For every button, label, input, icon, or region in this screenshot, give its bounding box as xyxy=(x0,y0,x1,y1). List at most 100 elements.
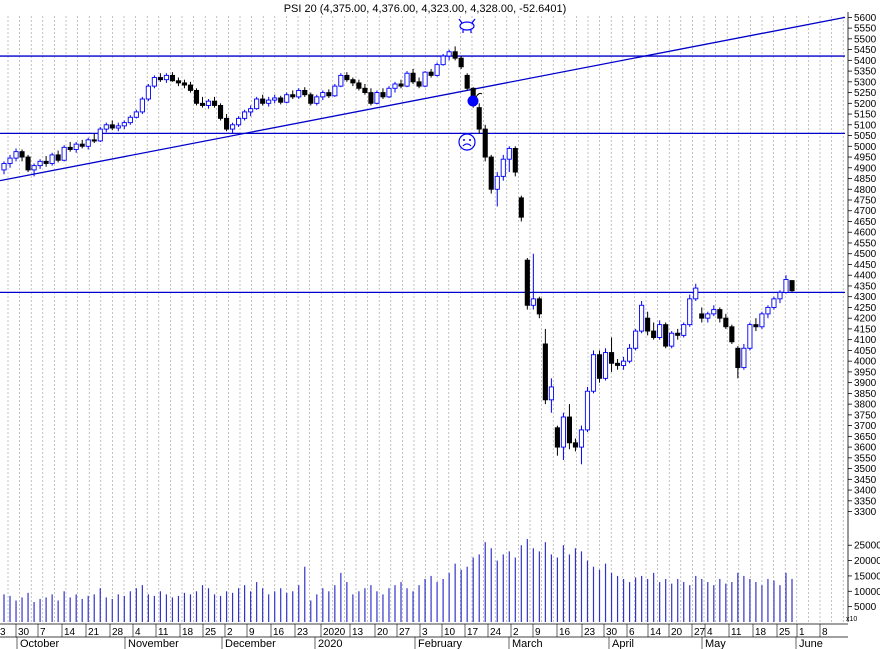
day-label: 9 xyxy=(249,627,255,638)
candle-body xyxy=(524,259,530,306)
candle-body xyxy=(386,87,392,98)
volume-tick-label: 20000 xyxy=(854,556,880,567)
day-label: 20 xyxy=(377,627,389,638)
candle-body xyxy=(338,74,344,87)
price-tick-label: 4750 xyxy=(854,196,877,207)
price-tick-label: 3950 xyxy=(854,367,877,378)
candle-body xyxy=(368,92,374,104)
candle-body xyxy=(85,139,91,147)
candle-body xyxy=(615,362,621,366)
candle-body xyxy=(675,332,681,336)
chart-title: PSI 20 (4,375.00, 4,376.00, 4,323.00, 4,… xyxy=(284,3,567,15)
candle-body xyxy=(296,89,302,98)
candle-body xyxy=(566,416,572,444)
day-label: 4 xyxy=(135,627,141,638)
candle-body xyxy=(518,197,524,218)
candle-body xyxy=(771,298,777,308)
price-tick-label: 5400 xyxy=(854,56,877,67)
price-tick-label: 3300 xyxy=(854,507,877,518)
price-tick-label: 4850 xyxy=(854,174,877,185)
bomb-icon xyxy=(467,92,483,107)
candle-body xyxy=(248,108,254,113)
day-label: 25 xyxy=(779,627,791,638)
price-tick-label: 4650 xyxy=(854,217,877,228)
price-tick-label: 4000 xyxy=(854,357,877,368)
volume-tick-label: 10000 xyxy=(854,587,880,598)
candle-body xyxy=(392,83,398,89)
candle-body xyxy=(91,139,97,142)
day-label: 16 xyxy=(273,627,285,638)
month-label: March xyxy=(512,638,543,649)
candle-body xyxy=(699,313,705,319)
candle-body xyxy=(512,147,518,173)
candle-body xyxy=(705,313,711,319)
trendline-group xyxy=(0,16,846,182)
day-label: 7 xyxy=(40,627,46,638)
candle-body xyxy=(380,92,386,98)
day-label: 2020 xyxy=(323,627,346,638)
candle-body xyxy=(494,175,500,190)
candle-body xyxy=(560,416,566,448)
price-tick-label: 3600 xyxy=(854,443,877,454)
day-label: 18 xyxy=(182,627,194,638)
price-tick-label: 4350 xyxy=(854,281,877,292)
price-tick-label: 5050 xyxy=(854,131,877,142)
candle-body xyxy=(633,330,639,349)
candle-body xyxy=(187,84,194,91)
day-label: 27 xyxy=(399,627,411,638)
candle-body xyxy=(428,71,434,76)
month-label: May xyxy=(705,638,726,649)
vertical-gridlines xyxy=(7,16,844,622)
day-label: 18 xyxy=(755,627,767,638)
candle-body xyxy=(476,107,482,130)
day-label: 9 xyxy=(535,627,541,638)
candle-body xyxy=(314,96,320,104)
date-axis: 3 30 7 14 21 28 4 11 18 25 2 9 16 23 2020 13 20 27 3 10 17 24… xyxy=(0,623,848,649)
bomb-fuse xyxy=(475,92,483,98)
candle-body xyxy=(572,442,579,448)
candle-body xyxy=(55,154,61,161)
candle-body xyxy=(109,124,115,129)
day-label: 24 xyxy=(490,627,502,638)
candle-body xyxy=(13,151,19,159)
month-label: 2020 xyxy=(318,638,342,649)
trendline xyxy=(0,16,846,182)
price-tick-label: 5000 xyxy=(854,142,877,153)
price-tick-label: 4950 xyxy=(854,153,877,164)
candle-body xyxy=(157,77,163,81)
day-label: 13 xyxy=(352,627,364,638)
day-label: 11 xyxy=(731,627,742,638)
candle-body xyxy=(145,85,151,100)
candle-body xyxy=(488,156,494,190)
price-tick-label: 3650 xyxy=(854,432,877,443)
month-label: October xyxy=(20,638,59,649)
candle-body xyxy=(31,165,37,171)
candle-body xyxy=(284,94,290,103)
candle-body xyxy=(49,154,55,164)
candle-body xyxy=(272,97,278,101)
candle-body xyxy=(602,352,609,379)
candle-body xyxy=(103,124,109,130)
candle-body xyxy=(67,146,73,150)
candle-body xyxy=(133,111,139,118)
candle-body xyxy=(651,330,657,338)
price-tick-label: 4900 xyxy=(854,163,877,174)
candle-body xyxy=(747,324,753,349)
candle-body xyxy=(416,81,422,87)
candle-body xyxy=(266,99,272,104)
candle-body xyxy=(290,94,296,98)
face-eye xyxy=(463,139,465,141)
day-label: 14 xyxy=(650,627,662,638)
price-tick-label: 4400 xyxy=(854,271,877,282)
candle-body xyxy=(398,83,404,87)
day-label: 4 xyxy=(707,627,713,638)
day-label: 11 xyxy=(158,627,169,638)
day-label: 14 xyxy=(64,627,76,638)
price-tick-label: 5150 xyxy=(854,110,877,121)
day-label: 3 xyxy=(422,627,428,638)
candle-body xyxy=(236,117,242,126)
price-tick-label: 5200 xyxy=(854,99,877,110)
price-tick-label: 4500 xyxy=(854,249,877,260)
candle-body xyxy=(374,92,380,104)
